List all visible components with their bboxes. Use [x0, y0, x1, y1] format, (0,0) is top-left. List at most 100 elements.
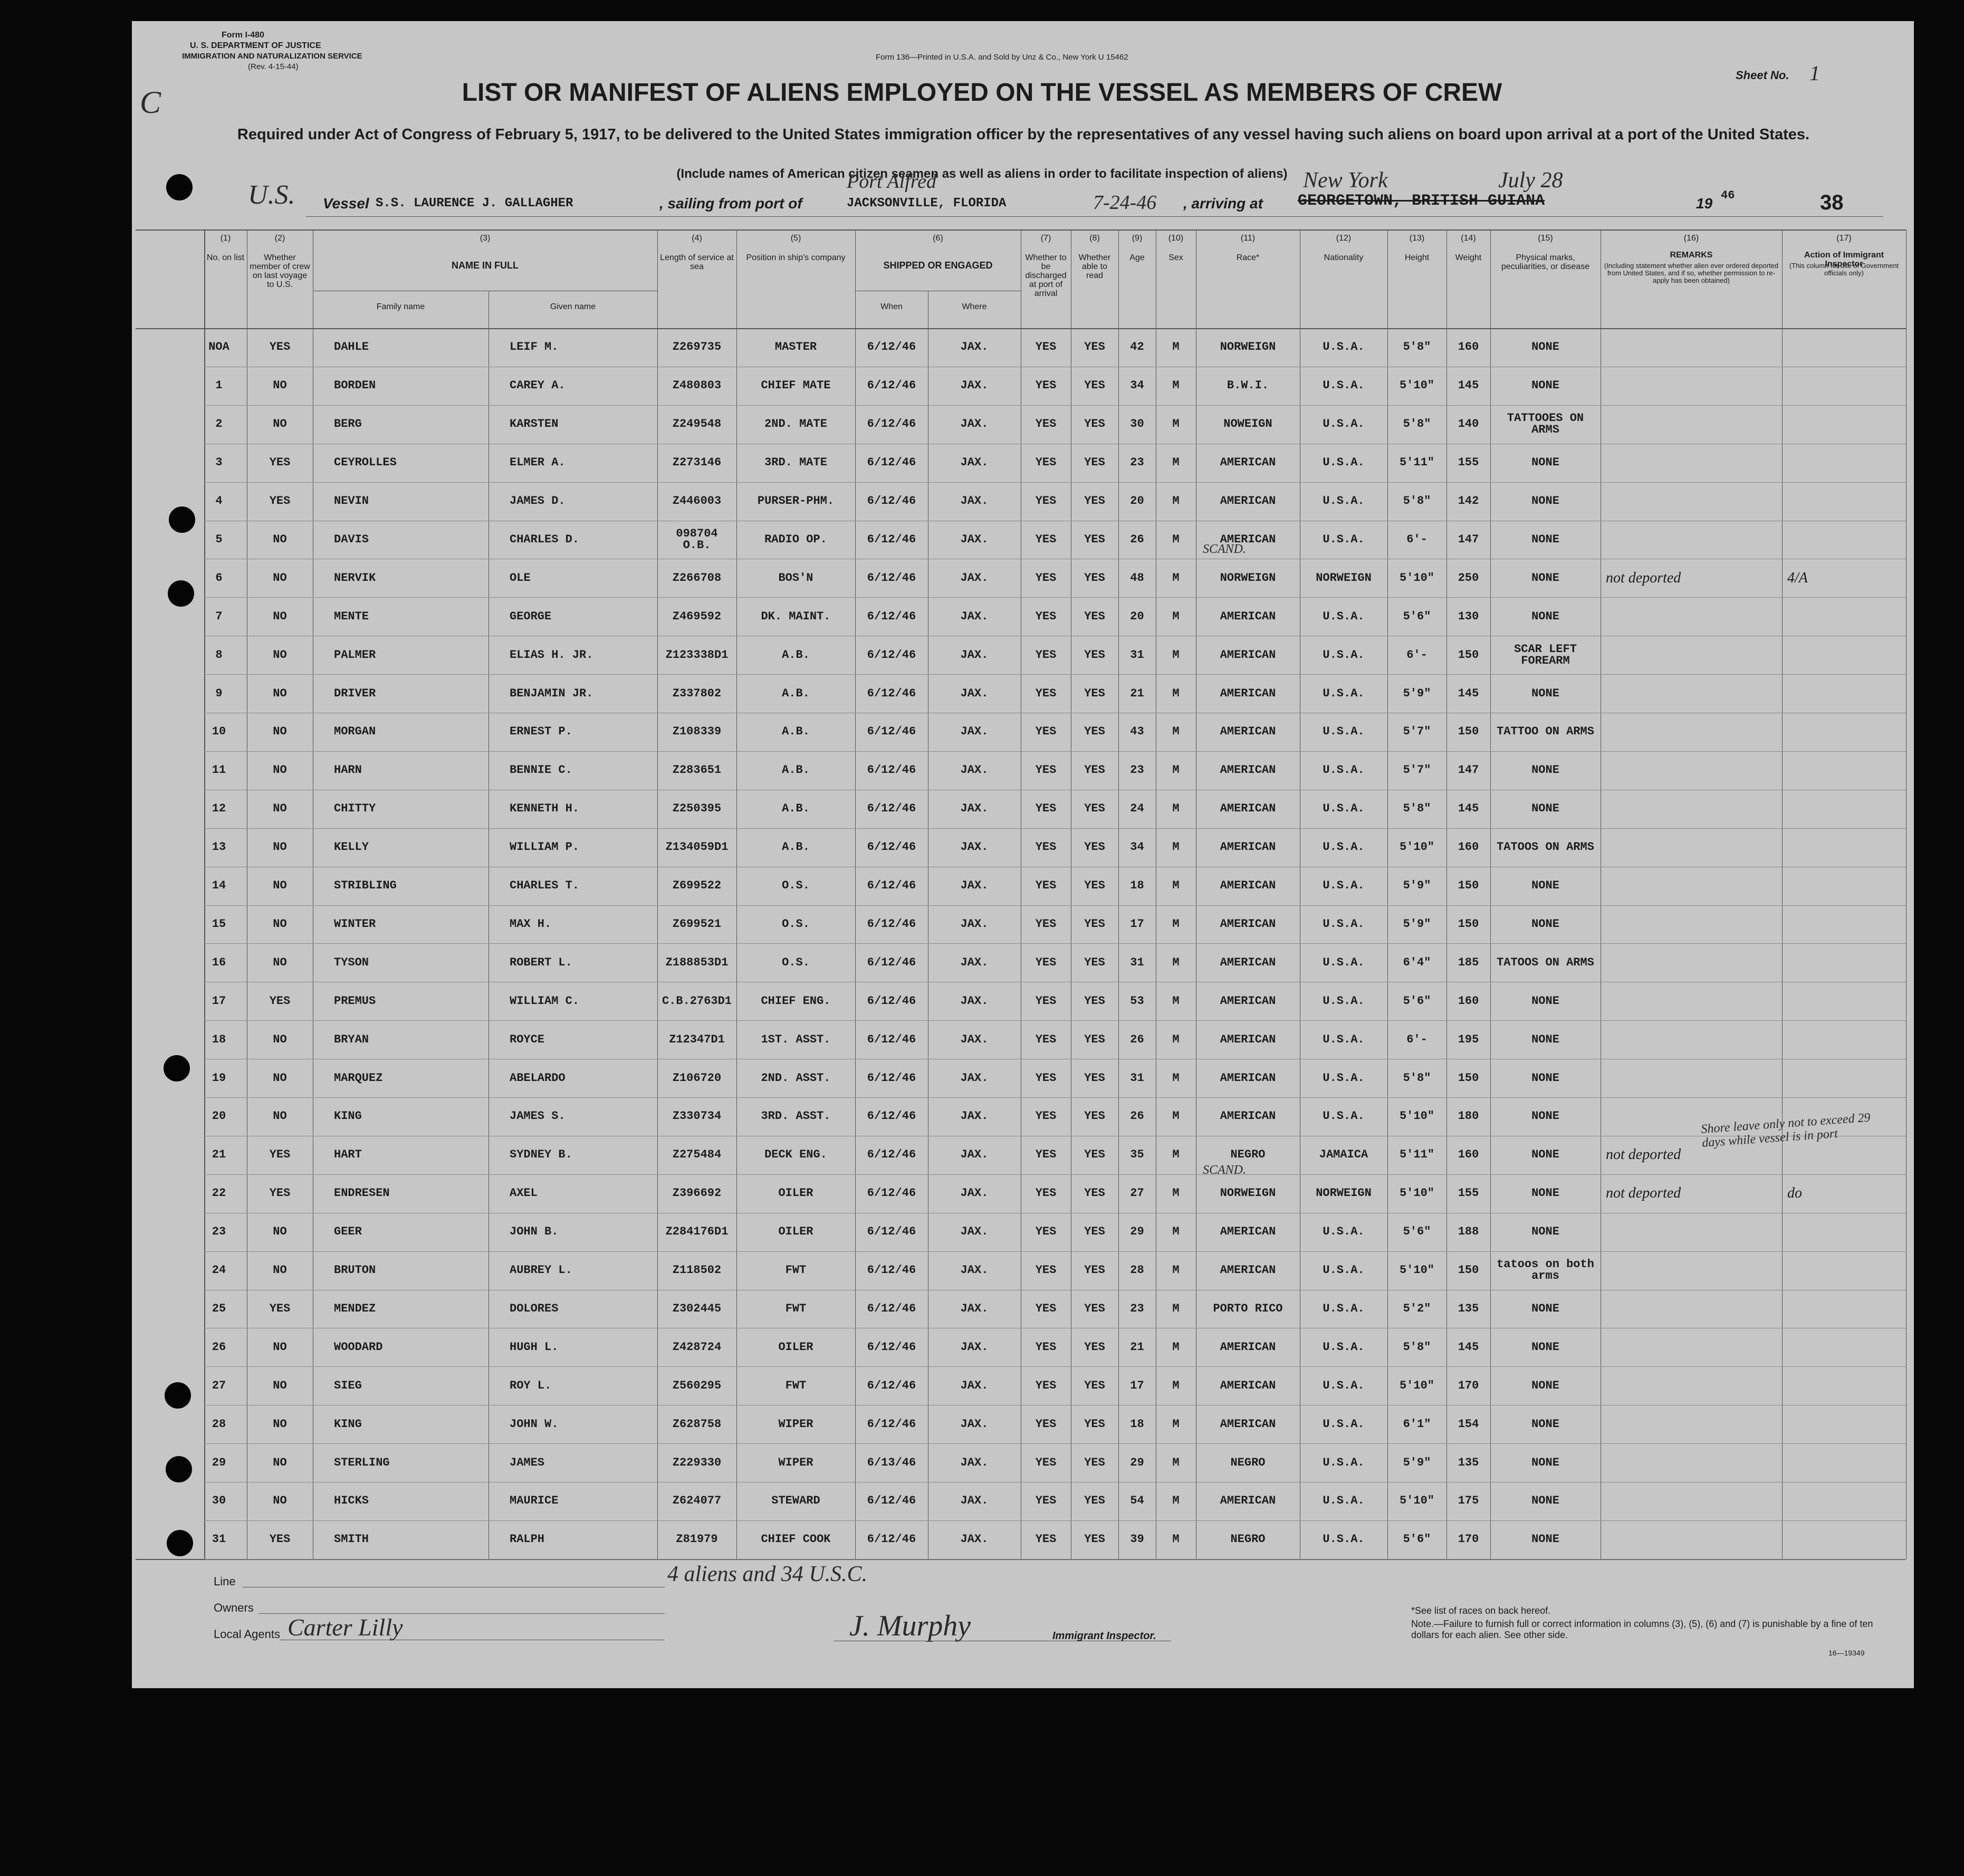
cell: MARQUEZ — [334, 1071, 383, 1085]
row-line — [204, 1443, 1906, 1444]
cell: JAMAICA — [1319, 1148, 1368, 1162]
column-line — [657, 229, 658, 1559]
cell: 5'9" — [1403, 879, 1431, 893]
cell: U.S.A. — [1323, 532, 1365, 546]
cell: 6/12/46 — [867, 917, 916, 931]
cell: 4 — [215, 494, 223, 508]
cell: 25 — [212, 1301, 226, 1315]
cell: Z12347D1 — [669, 1032, 725, 1046]
cell: 6/12/46 — [867, 802, 916, 816]
cell: TATTOOES ON ARMS — [1507, 411, 1584, 437]
race-note: SCAND. — [1203, 1163, 1247, 1177]
cell: 135 — [1458, 1456, 1479, 1469]
cell: M — [1172, 994, 1180, 1008]
cell: FWT — [785, 1301, 807, 1315]
cell: YES — [1035, 340, 1057, 354]
title: LIST OR MANIFEST OF ALIENS EMPLOYED ON T… — [462, 79, 1502, 107]
cell: SYDNEY B. — [510, 1148, 572, 1162]
cell: O.S. — [782, 955, 810, 969]
cell: YES — [1035, 1417, 1057, 1431]
column-sublabel: When — [880, 302, 903, 311]
cell: 26 — [1130, 532, 1144, 546]
cell: A.B. — [782, 686, 810, 700]
cell: WOODARD — [334, 1340, 383, 1354]
cell: U.S.A. — [1323, 955, 1365, 969]
cell: 6/12/46 — [867, 1417, 916, 1431]
cell: YES — [1035, 571, 1057, 585]
cell: 35 — [1130, 1148, 1144, 1162]
page-number: 38 — [1820, 191, 1844, 214]
cell: 6'- — [1406, 532, 1428, 546]
cell: YES — [1084, 840, 1105, 854]
cell: 3RD. MATE — [764, 456, 827, 470]
row-line — [204, 1251, 1906, 1252]
cell: M — [1172, 1379, 1180, 1392]
cell: NONE — [1531, 1225, 1559, 1239]
cell: PALMER — [334, 648, 376, 662]
cell: TYSON — [334, 955, 369, 969]
cell: 20 — [1130, 494, 1144, 508]
cell: NONE — [1531, 1109, 1559, 1123]
cell: Z273146 — [672, 456, 722, 470]
cell: 5'8" — [1403, 802, 1431, 816]
cell: WIPER — [778, 1456, 813, 1469]
cell: NOWEIGN — [1223, 417, 1272, 431]
cell: 6/12/46 — [867, 1340, 916, 1354]
cell: M — [1172, 379, 1180, 393]
cell: JAX. — [960, 763, 989, 777]
cell: U.S.A. — [1323, 1533, 1365, 1546]
column-label: Nationality — [1324, 253, 1364, 262]
cell: U.S.A. — [1323, 379, 1365, 393]
penalty-note: Note.—Failure to furnish full or correct… — [1411, 1619, 1873, 1640]
cell: JAX. — [960, 417, 989, 431]
cell: NONE — [1531, 879, 1559, 893]
paper — [132, 21, 1914, 1688]
cell: CHITTY — [334, 802, 376, 816]
cell: YES — [1084, 725, 1105, 739]
cell: YES — [1084, 379, 1105, 393]
cell: M — [1172, 571, 1180, 585]
row-line — [204, 828, 1906, 829]
cell: M — [1172, 648, 1180, 662]
cell: CHIEF COOK — [761, 1533, 831, 1546]
cell: M — [1172, 1032, 1180, 1046]
cell: BRUTON — [334, 1264, 376, 1277]
cell: KELLY — [334, 840, 369, 854]
cell: JAX. — [960, 1456, 989, 1469]
cell: JAX. — [960, 1533, 989, 1546]
punch-hole — [166, 174, 193, 200]
cell: Z269735 — [672, 340, 722, 354]
cell: YES — [269, 1533, 291, 1546]
cell: 6/12/46 — [867, 840, 916, 854]
cell: 145 — [1458, 379, 1479, 393]
cell: JAX. — [960, 1379, 989, 1392]
cell: CHIEF MATE — [761, 379, 831, 393]
cell: NONE — [1531, 456, 1559, 470]
cell: Z106720 — [672, 1071, 722, 1085]
cell: BORDEN — [334, 379, 376, 393]
note: (Include names of American citizen seame… — [676, 167, 1288, 181]
row-line — [204, 1097, 1906, 1098]
column-line — [204, 229, 205, 1559]
cell: JAX. — [960, 1340, 989, 1354]
cell: NO — [273, 1379, 287, 1392]
cell: 20 — [1130, 609, 1144, 623]
cell: JAX. — [960, 379, 989, 393]
cell: YES — [1084, 1186, 1105, 1200]
subtitle: Required under Act of Congress of Februa… — [237, 126, 1810, 143]
cell: 5'8" — [1403, 417, 1431, 431]
cell: NO — [273, 763, 287, 777]
cell: SIEG — [334, 1379, 362, 1392]
cell: KARSTEN — [510, 417, 559, 431]
cell: M — [1172, 1417, 1180, 1431]
cell: M — [1172, 1456, 1180, 1469]
column-line — [1490, 229, 1491, 1559]
cell: 6/12/46 — [867, 1225, 916, 1239]
cell: YES — [1035, 494, 1057, 508]
cell: KING — [334, 1109, 362, 1123]
cell: ROY L. — [510, 1379, 552, 1392]
revision: (Rev. 4-15-44) — [248, 62, 299, 71]
cell: WINTER — [334, 917, 376, 931]
cell: ROYCE — [510, 1032, 545, 1046]
cell: 5'10" — [1399, 1186, 1434, 1200]
